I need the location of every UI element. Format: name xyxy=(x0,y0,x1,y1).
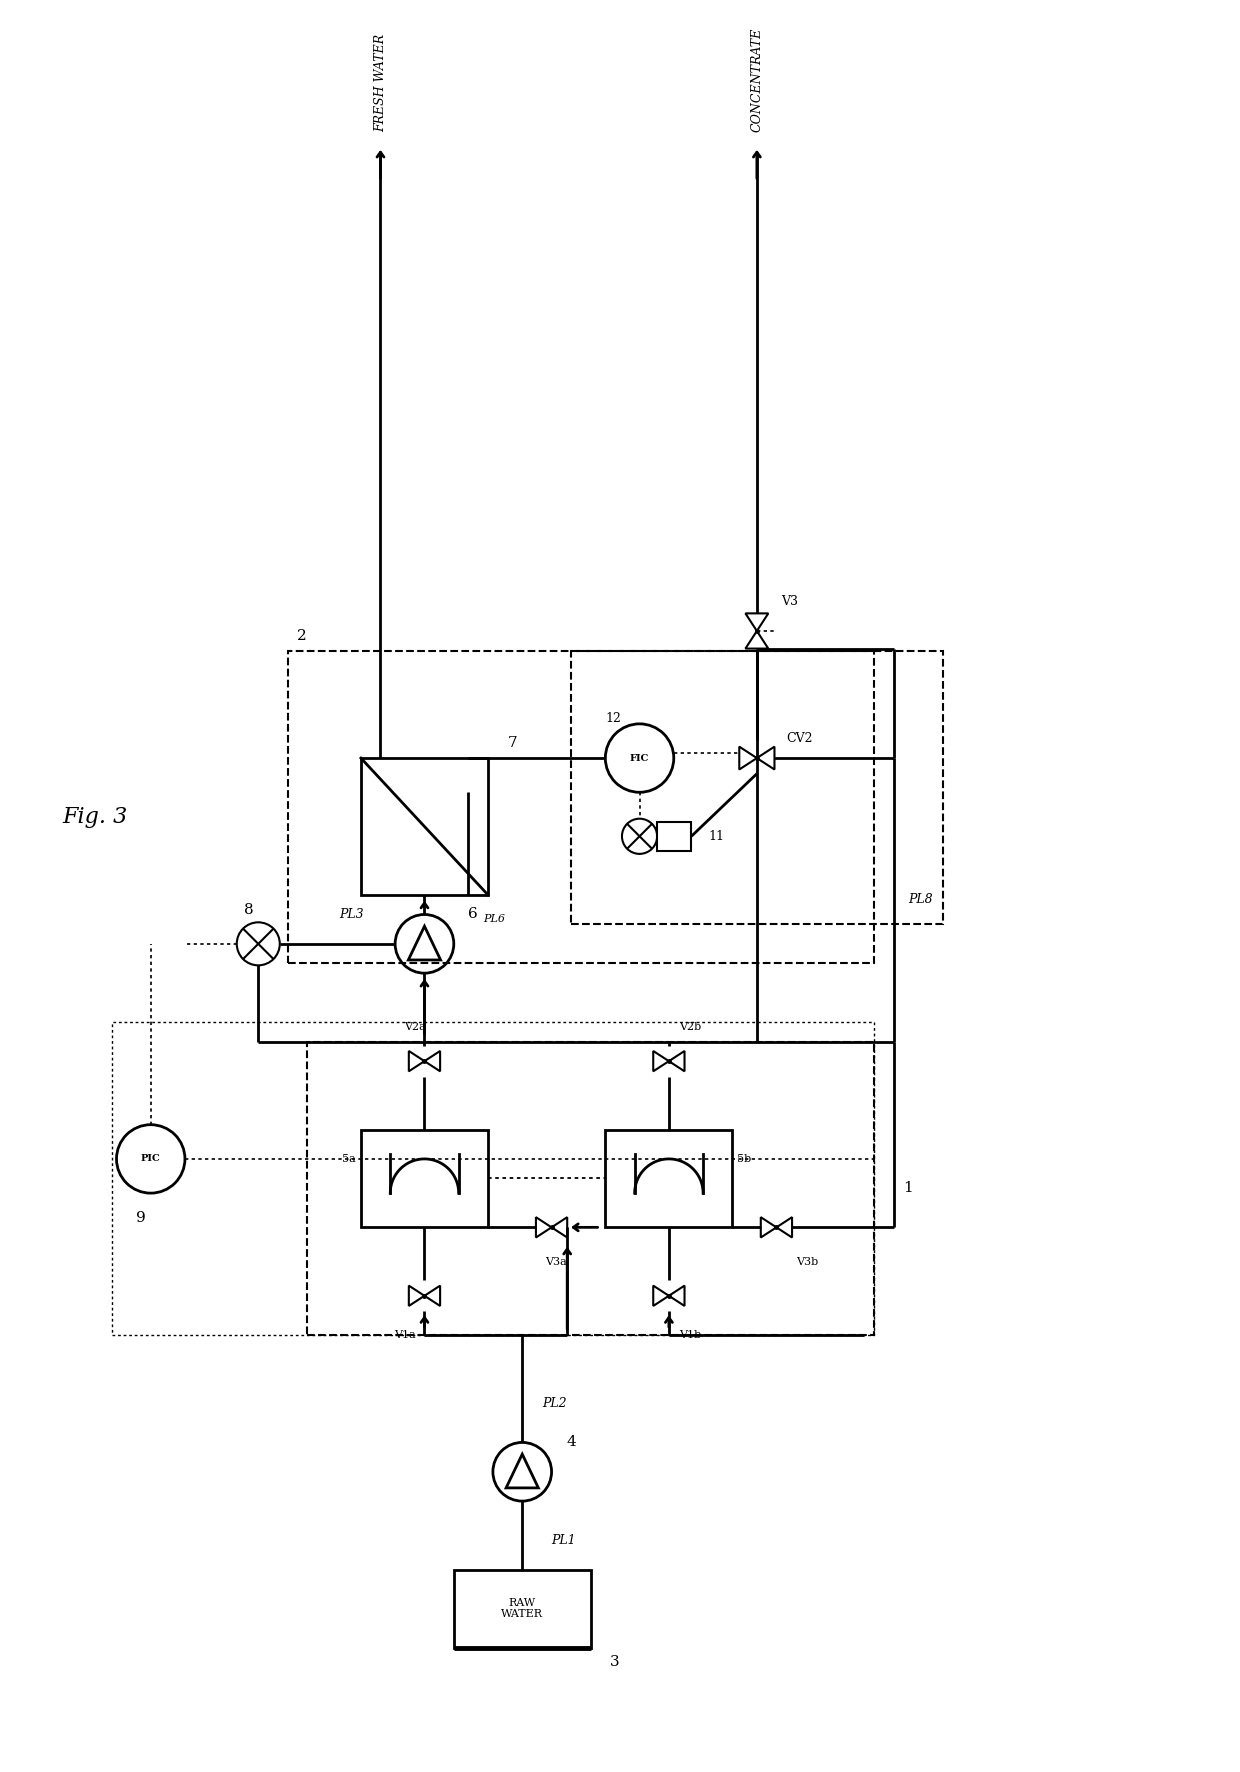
Polygon shape xyxy=(409,1286,424,1306)
Text: V1b: V1b xyxy=(678,1331,701,1340)
Bar xyxy=(657,822,692,851)
Text: PL1: PL1 xyxy=(552,1535,577,1547)
Polygon shape xyxy=(745,631,769,649)
Text: 4: 4 xyxy=(567,1435,575,1449)
Bar xyxy=(605,1129,733,1228)
Text: V3b: V3b xyxy=(796,1256,818,1267)
Text: CONCENTRATE: CONCENTRATE xyxy=(750,28,764,133)
Polygon shape xyxy=(536,1217,552,1237)
Text: 2: 2 xyxy=(298,629,308,643)
Text: FIC: FIC xyxy=(630,753,650,762)
Bar xyxy=(454,1570,590,1648)
Text: V3a: V3a xyxy=(546,1256,568,1267)
Polygon shape xyxy=(408,927,440,960)
Text: 12: 12 xyxy=(605,712,621,725)
Text: 7: 7 xyxy=(507,737,517,750)
Text: FRESH WATER: FRESH WATER xyxy=(374,34,387,133)
Bar xyxy=(361,758,489,895)
Text: V1a: V1a xyxy=(394,1331,415,1340)
Text: PL3: PL3 xyxy=(339,907,363,921)
Circle shape xyxy=(494,1442,552,1501)
Text: 9: 9 xyxy=(136,1210,146,1224)
Text: PL8: PL8 xyxy=(909,893,932,905)
Bar xyxy=(361,1129,489,1228)
Polygon shape xyxy=(756,746,775,769)
Text: PL6: PL6 xyxy=(484,914,505,925)
Circle shape xyxy=(622,819,657,854)
Bar xyxy=(112,1022,874,1334)
Text: V3: V3 xyxy=(781,595,799,608)
Text: 8: 8 xyxy=(244,902,253,916)
Polygon shape xyxy=(424,1286,440,1306)
Text: PIC: PIC xyxy=(141,1154,161,1164)
Polygon shape xyxy=(552,1217,567,1237)
Text: V2b: V2b xyxy=(678,1022,701,1031)
Text: CV2: CV2 xyxy=(786,732,812,744)
Polygon shape xyxy=(761,1217,776,1237)
Text: V2a: V2a xyxy=(404,1022,425,1031)
Bar xyxy=(288,650,874,964)
Bar xyxy=(572,650,942,925)
Text: 6: 6 xyxy=(469,907,479,921)
Text: 5a: 5a xyxy=(342,1154,356,1164)
Polygon shape xyxy=(653,1286,668,1306)
Text: RAW
WATER: RAW WATER xyxy=(501,1598,543,1620)
Polygon shape xyxy=(506,1455,538,1488)
Polygon shape xyxy=(668,1051,684,1072)
Polygon shape xyxy=(776,1217,792,1237)
Text: PL2: PL2 xyxy=(542,1396,567,1411)
Circle shape xyxy=(605,723,673,792)
Circle shape xyxy=(237,921,280,966)
Text: Fig. 3: Fig. 3 xyxy=(63,806,128,828)
Text: 3: 3 xyxy=(610,1655,620,1669)
Text: 5b: 5b xyxy=(738,1154,751,1164)
Polygon shape xyxy=(739,746,756,769)
Polygon shape xyxy=(409,1051,424,1072)
Bar xyxy=(308,1042,874,1334)
Polygon shape xyxy=(653,1051,668,1072)
Text: 11: 11 xyxy=(708,829,724,843)
Circle shape xyxy=(117,1125,185,1193)
Text: 1: 1 xyxy=(904,1182,914,1196)
Polygon shape xyxy=(745,613,769,631)
Polygon shape xyxy=(424,1051,440,1072)
Polygon shape xyxy=(668,1286,684,1306)
Circle shape xyxy=(396,914,454,973)
